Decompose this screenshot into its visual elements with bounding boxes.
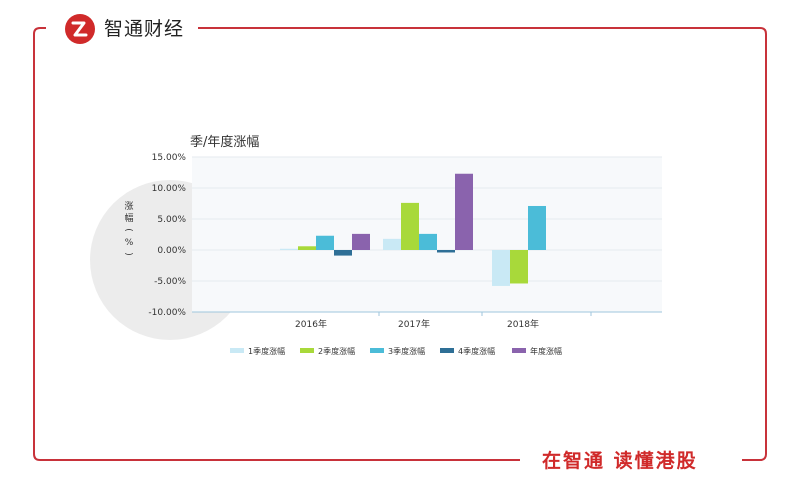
legend-label: 年度涨幅: [530, 346, 562, 356]
y-tick-label: 15.00%: [152, 153, 187, 163]
bar-1: [492, 250, 510, 286]
bar-4: [437, 250, 455, 253]
brand-slogan: 在智通 读懂港股: [542, 450, 698, 472]
y-axis-title-char: ): [123, 252, 133, 256]
y-tick-label: 10.00%: [152, 184, 187, 194]
y-axis-labels: 15.00% 10.00% 5.00% 0.00% -5.00% -10.00%: [148, 153, 186, 318]
x-axis-labels: 2016年 2017年 2018年: [295, 312, 592, 330]
bar-1: [280, 248, 298, 250]
y-tick-label: -10.00%: [148, 308, 186, 318]
chart-title: 季/年度涨幅: [190, 134, 259, 150]
x-tick-label: 2016年: [295, 318, 327, 330]
legend-swatch: [440, 348, 454, 353]
frame-line-top-right: [198, 27, 767, 461]
y-tick-label: 5.00%: [157, 215, 186, 225]
bar-3: [316, 235, 334, 250]
legend-swatch: [230, 348, 244, 353]
y-axis-title-char: %: [125, 238, 134, 248]
bar-2: [401, 202, 419, 250]
bar-2: [510, 250, 528, 284]
legend-swatch: [300, 348, 314, 353]
bar-5: [455, 173, 473, 250]
y-axis-title-char: 幅: [124, 212, 133, 224]
bar-3: [419, 233, 437, 250]
legend-label: 4季度涨幅: [458, 346, 495, 356]
bar-2: [298, 246, 316, 250]
bar-3: [528, 205, 546, 250]
y-tick-label: 0.00%: [157, 246, 186, 256]
x-tick-label: 2017年: [398, 318, 430, 330]
bar-1: [383, 238, 401, 250]
y-axis-title-char: (: [123, 228, 133, 232]
brand-logo-icon: [65, 14, 95, 44]
bar-5: [352, 233, 370, 250]
legend-label: 2季度涨幅: [318, 346, 355, 356]
y-axis-title-char: 涨: [124, 201, 133, 212]
legend-label: 3季度涨幅: [388, 346, 425, 356]
y-tick-label: -5.00%: [154, 277, 186, 287]
legend-label: 1季度涨幅: [248, 346, 285, 356]
brand-name: 智通财经: [104, 18, 185, 40]
bars: [280, 173, 546, 286]
legend: 1季度涨幅 2季度涨幅 3季度涨幅 4季度涨幅 年度涨幅: [230, 346, 562, 356]
legend-swatch: [370, 348, 384, 353]
bar-4: [334, 250, 352, 256]
y-axis-title: 涨幅 (%): [123, 201, 134, 256]
frame-line-bottom-left: [33, 27, 520, 461]
x-tick-label: 2018年: [507, 318, 539, 330]
legend-swatch: [512, 348, 526, 353]
